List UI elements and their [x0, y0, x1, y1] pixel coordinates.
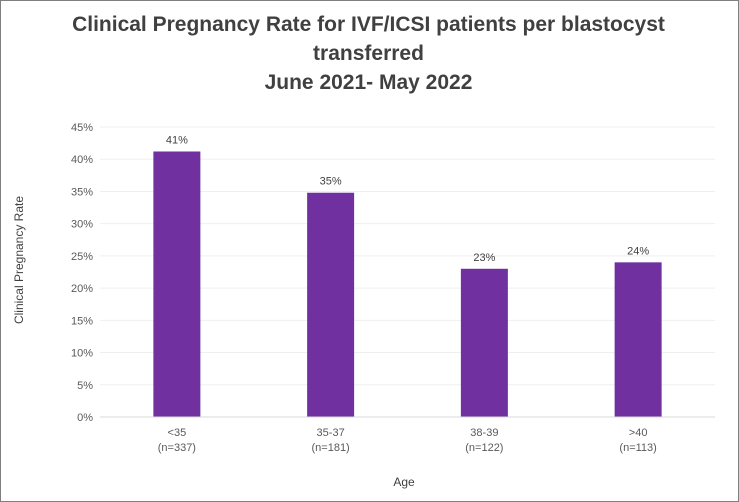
bar [614, 262, 662, 417]
bar [153, 151, 201, 417]
y-tick-label: 30% [71, 219, 93, 231]
bar [307, 192, 355, 417]
chart-title: Clinical Pregnancy Rate for IVF/ICSI pat… [0, 10, 737, 97]
x-tick-label: 35-37 [317, 427, 345, 439]
data-label: 23% [473, 252, 495, 264]
x-tick-label: >40 [629, 427, 648, 439]
x-tick-sublabel: (n=337) [158, 442, 196, 454]
y-tick-label: 40% [71, 154, 93, 166]
y-tick-label: 15% [71, 315, 93, 327]
y-tick-label: 0% [77, 412, 93, 424]
y-tick-label: 10% [71, 348, 93, 360]
x-axis-label: Age [393, 475, 415, 489]
data-label: 24% [627, 245, 649, 257]
chart-title-line-3: June 2021- May 2022 [264, 71, 473, 94]
x-tick-sublabel: (n=113) [619, 442, 656, 454]
data-label: 35% [320, 176, 342, 188]
y-tick-label: 45% [71, 122, 93, 134]
x-tick-sublabel: (n=181) [312, 442, 350, 454]
bar [460, 268, 508, 417]
y-tick-label: 35% [71, 186, 93, 198]
x-tick-sublabel: (n=122) [465, 442, 503, 454]
y-axis-label: Clinical Pregnancy Rate [12, 196, 26, 324]
x-tick-label: <35 [168, 427, 187, 439]
y-tick-label: 20% [71, 283, 93, 295]
data-label: 41% [166, 134, 188, 146]
chart-title-line-2: transferred [313, 42, 424, 65]
x-tick-label: 38-39 [470, 427, 498, 439]
chart-title-line-1: Clinical Pregnancy Rate for IVF/ICSI pat… [72, 13, 665, 36]
y-tick-label: 5% [77, 380, 93, 392]
y-tick-label: 25% [71, 251, 93, 263]
